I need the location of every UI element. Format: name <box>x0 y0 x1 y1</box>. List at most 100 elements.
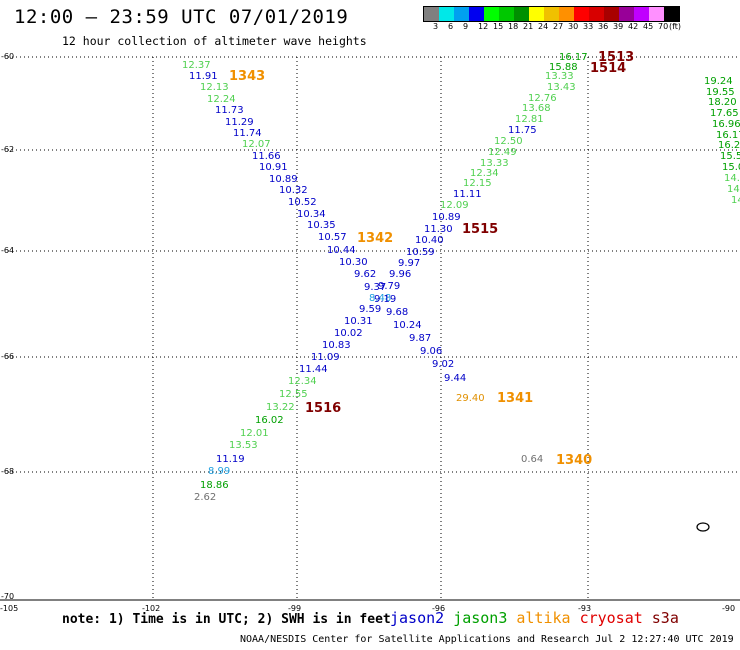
colorbar-swatch <box>589 7 604 21</box>
credit-line: NOAA/NESDIS Center for Satellite Applica… <box>240 634 734 645</box>
legend-altika: altika <box>516 609 571 627</box>
wave-height-value: 10.59 <box>406 247 435 258</box>
wave-height-value: 10.35 <box>307 220 336 231</box>
wave-height-value: 10.40 <box>415 235 444 246</box>
wave-height-value: 9.59 <box>359 304 382 315</box>
wave-height-value: 12.55 <box>279 389 308 400</box>
wave-height-value: 12.49 <box>488 147 517 158</box>
wave-height-value: 19.55 <box>706 87 735 98</box>
colorbar-label: 24 <box>538 22 549 31</box>
colorbar <box>423 6 680 22</box>
wave-height-value: 16.02 <box>255 415 284 426</box>
wave-height-value: 9.62 <box>354 269 377 280</box>
colorbar-label: 70 <box>658 22 669 31</box>
wave-height-value: 18.20 <box>708 97 737 108</box>
colorbar-swatch <box>604 7 619 21</box>
wave-height-value: 13.53 <box>229 440 258 451</box>
wave-height-value: 13.43 <box>547 82 576 93</box>
wave-height-value: 29.40 <box>456 393 485 404</box>
colorbar-label: 9 <box>463 22 469 31</box>
island-outline <box>696 522 710 532</box>
wave-height-value: 12.81 <box>515 114 544 125</box>
wave-height-value: 11.66 <box>252 151 281 162</box>
wave-height-value: 11.75 <box>508 125 537 136</box>
wave-height-value: 16.17 <box>559 52 588 63</box>
latitude-label: -68 <box>1 467 15 476</box>
wave-height-value: 10.91 <box>259 162 288 173</box>
wave-height-value: 14 <box>731 195 740 206</box>
colorbar-label: 18 <box>508 22 519 31</box>
colorbar-label: 6 <box>448 22 454 31</box>
wave-height-value: 14 <box>727 184 740 195</box>
satellite-legend: jason2 jason3 altika cryosat s3a <box>390 609 688 627</box>
colorbar-swatch <box>574 7 589 21</box>
wave-height-value: 12.07 <box>242 139 271 150</box>
page-subtitle: 12 hour collection of altimeter wave hei… <box>62 34 367 48</box>
wave-height-value: 10.89 <box>269 174 298 185</box>
pass-label: 1516 <box>305 401 342 416</box>
wave-height-value: 10.52 <box>288 197 317 208</box>
wave-height-value: 12.50 <box>494 136 523 147</box>
wave-height-value: 11.30 <box>424 224 453 235</box>
wave-height-value: 10.89 <box>432 212 461 223</box>
colorbar-label: 12 <box>478 22 489 31</box>
wave-height-value: 9.96 <box>389 269 412 280</box>
wave-height-value: 10.57 <box>318 232 347 243</box>
wave-height-value: 9.19 <box>374 294 397 305</box>
wave-height-value: 17.65 <box>710 108 739 119</box>
legend-jason3: jason3 <box>453 609 508 627</box>
pass-label: 1514 <box>590 61 627 76</box>
colorbar-swatch <box>634 7 649 21</box>
wave-height-value: 18.86 <box>200 480 229 491</box>
page-title: 12:00 – 23:59 UTC 07/01/2019 <box>14 6 349 28</box>
pass-label: 1340 <box>556 453 593 468</box>
colorbar-label: 33 <box>583 22 594 31</box>
wave-height-value: 13.68 <box>522 103 551 114</box>
wave-height-value: 11.11 <box>453 189 482 200</box>
wave-height-value: 12.34 <box>288 376 317 387</box>
colorbar-labels: 3 6 9 12 15 18 21 24 27 30 33 36 39 42 45 70 (ft) <box>423 22 740 34</box>
colorbar-label: 30 <box>568 22 579 31</box>
wave-height-value: 12.37 <box>182 60 211 71</box>
wave-height-value: 11.19 <box>216 454 245 465</box>
colorbar-label: 15 <box>493 22 504 31</box>
wave-height-value: 9.37 <box>364 282 387 293</box>
colorbar-swatch <box>529 7 544 21</box>
wave-height-value: 10.32 <box>279 185 308 196</box>
colorbar-label: 3 <box>433 22 439 31</box>
colorbar-swatch <box>454 7 469 21</box>
colorbar-swatch <box>484 7 499 21</box>
wave-height-value: 10.31 <box>344 316 373 327</box>
wave-height-value: 12.76 <box>528 93 557 104</box>
wave-height-value: 10.83 <box>322 340 351 351</box>
colorbar-label: 27 <box>553 22 564 31</box>
legend-jason2: jason2 <box>390 609 445 627</box>
latitude-label: -62 <box>1 145 15 154</box>
wave-height-value: 10.34 <box>297 209 326 220</box>
wave-height-value: 15.5 <box>720 151 740 162</box>
wave-height-value: 8.99 <box>208 466 231 477</box>
wave-height-value: 12.01 <box>240 428 269 439</box>
legend-cryosat: cryosat <box>579 609 643 627</box>
wave-height-value: 11.29 <box>225 117 254 128</box>
wave-height-value: 12.13 <box>200 82 229 93</box>
colorbar-swatch <box>649 7 664 21</box>
pass-label: 1515 <box>462 222 499 237</box>
wave-height-value: 9.68 <box>386 307 409 318</box>
colorbar-label: 42 <box>628 22 639 31</box>
legend-s3a: s3a <box>651 609 679 627</box>
colorbar-label: (ft) <box>669 22 682 31</box>
wave-height-value: 2.62 <box>194 492 217 503</box>
longitude-label: -99 <box>288 604 302 613</box>
wave-height-value: 12.24 <box>207 94 236 105</box>
colorbar-label: 21 <box>523 22 534 31</box>
wave-height-value: 15.0 <box>722 162 740 173</box>
wave-height-value: 13.33 <box>480 158 509 169</box>
wave-height-value: 9.44 <box>444 373 467 384</box>
latitude-label: -60 <box>1 52 15 61</box>
colorbar-swatch <box>514 7 529 21</box>
units-note: note: 1) Time is in UTC; 2) SWH is in fe… <box>62 612 391 627</box>
longitude-label: -93 <box>578 604 592 613</box>
pass-label: 1343 <box>229 69 266 84</box>
